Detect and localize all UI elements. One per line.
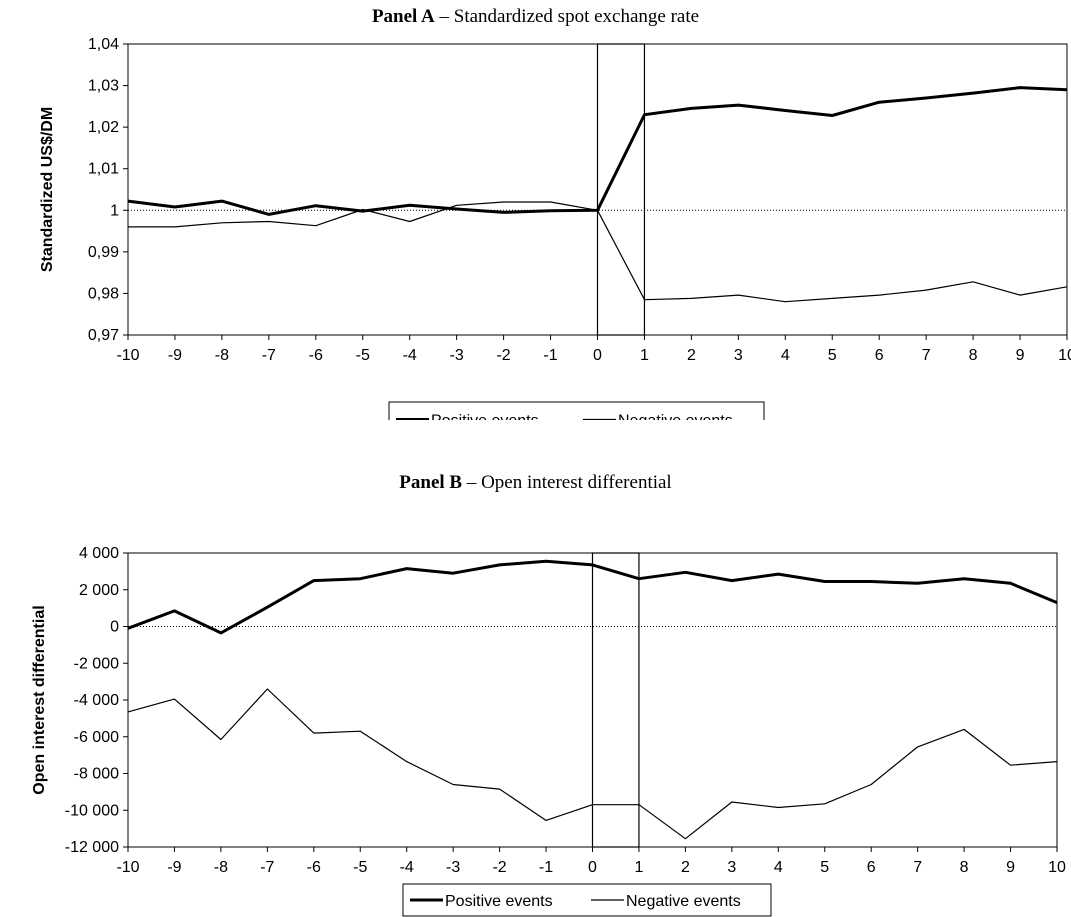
panel-b-title: Panel B – Open interest differential (0, 472, 1071, 494)
panel-b-x-tick-label: 9 (1006, 859, 1015, 876)
panel-a-y-axis-label: Standardized US$/DM (39, 107, 56, 272)
panel-b-x-tick-label: -1 (539, 859, 553, 876)
panel-b-y-tick-label: 2 000 (79, 582, 119, 599)
panel-a-legend-label: Negative events (618, 413, 733, 421)
panel-a-x-tick-label: 3 (734, 347, 743, 364)
panel-a-x-tick-label: -2 (496, 347, 510, 364)
panel-b-y-tick-label: -2 000 (74, 655, 119, 672)
panel-b-x-tick-label: -7 (260, 859, 274, 876)
panel-b-x-tick-label: 5 (820, 859, 829, 876)
panel-a-x-tick-label: 2 (687, 347, 696, 364)
panel-b-y-tick-label: -6 000 (74, 729, 119, 746)
panel-b-x-tick-label: 0 (588, 859, 597, 876)
panel-a-x-tick-label: -1 (543, 347, 557, 364)
panel-a-x-tick-label: 0 (593, 347, 602, 364)
panel-a-y-tick-label: 0,99 (88, 244, 119, 261)
panel-b-x-tick-label: 1 (634, 859, 643, 876)
panel-b-y-tick-label: -10 000 (65, 802, 119, 819)
panel-a-legend-label: Positive events (431, 413, 539, 421)
panel-a-y-tick-label: 1,02 (88, 119, 119, 136)
panel-a-title-text: Standardized spot exchange rate (453, 6, 700, 27)
panel-a-y-tick-label: 1,04 (88, 36, 119, 53)
panel-b-y-tick-label: 0 (110, 619, 119, 636)
panel-a-y-tick-label: 1 (110, 202, 119, 219)
panel-b-x-tick-label: -8 (214, 859, 228, 876)
panel-a-legend-box (388, 401, 765, 420)
panel-b-x-tick-label: -2 (492, 859, 506, 876)
panel-a-x-tick-label: -7 (262, 347, 276, 364)
panel-a-y-tick-label: 1,03 (88, 78, 119, 95)
panel-b-separator: – (462, 472, 482, 493)
panel-b-x-tick-label: 3 (727, 859, 736, 876)
panel-b-x-tick-label: 6 (867, 859, 876, 876)
panel-a-x-tick-label: -6 (309, 347, 323, 364)
panel-a-y-tick-label: 1,01 (88, 161, 119, 178)
panel-b-y-tick-label: -8 000 (74, 766, 119, 783)
panel-b-x-tick-label: -10 (116, 859, 139, 876)
panel-b-x-tick-label: -6 (307, 859, 321, 876)
panel-b-x-tick-label: -4 (400, 859, 414, 876)
panel-a-label: Panel A (371, 6, 435, 27)
panel-b-x-tick-label: 7 (913, 859, 922, 876)
panel-b-event-window (591, 552, 640, 848)
panel-a-y-tick-label: 0,98 (88, 285, 119, 302)
panel-b-legend-label: Negative events (626, 893, 741, 910)
panel-b-series-line-positive (127, 559, 1058, 635)
panel-a-x-tick-label: 5 (828, 347, 837, 364)
panel-a-x-tick-label: 10 (1058, 347, 1071, 364)
panel-a-y-tick-label: 0,97 (88, 327, 119, 344)
panel-b-y-tick-label: -12 000 (65, 839, 119, 856)
panel-a-x-tick-label: -8 (215, 347, 229, 364)
panel-b-x-tick-label: 4 (774, 859, 783, 876)
panel-a-x-tick-label: 4 (781, 347, 790, 364)
panel-b-legend-box (402, 883, 772, 917)
panel-b-series-line-negative (127, 688, 1058, 840)
panel-b-title-text: Open interest differential (481, 472, 672, 493)
panel-a-x-tick-label: 1 (640, 347, 649, 364)
panel-b-x-tick-label: -3 (446, 859, 460, 876)
panel-b-y-tick-label: 4 000 (79, 545, 119, 562)
panel-a-separator: – (434, 6, 454, 27)
panel-a-x-tick-label: -3 (450, 347, 464, 364)
panel-b-x-tick-label: 2 (681, 859, 690, 876)
panel-a-x-tick-label: 9 (1016, 347, 1025, 364)
panel-a-x-tick-label: -4 (403, 347, 417, 364)
panel-b-x-tick-label: 10 (1048, 859, 1066, 876)
panel-b-label: Panel B (399, 472, 463, 493)
panel-a-x-tick-label: -5 (356, 347, 370, 364)
panel-b-x-tick-label: -5 (353, 859, 367, 876)
panel-a-x-tick-label: 7 (922, 347, 931, 364)
panel-a-event-window (596, 43, 646, 336)
panel-a-x-tick-label: 8 (969, 347, 978, 364)
panel-a-x-tick-label: 6 (875, 347, 884, 364)
panel-a-series-line-negative (128, 201, 1068, 303)
panel-b-y-axis-label: Open interest differential (31, 605, 48, 794)
panel-a-x-tick-label: -9 (168, 347, 182, 364)
panel-b-legend-label: Positive events (445, 893, 553, 910)
panel-a-title: Panel A – Standardized spot exchange rat… (0, 6, 1071, 28)
panel-a-x-tick-label: -10 (116, 347, 139, 364)
panel-b-x-tick-label: 8 (960, 859, 969, 876)
panel-b-x-tick-label: -9 (167, 859, 181, 876)
panel-b-y-tick-label: -4 000 (74, 692, 119, 709)
